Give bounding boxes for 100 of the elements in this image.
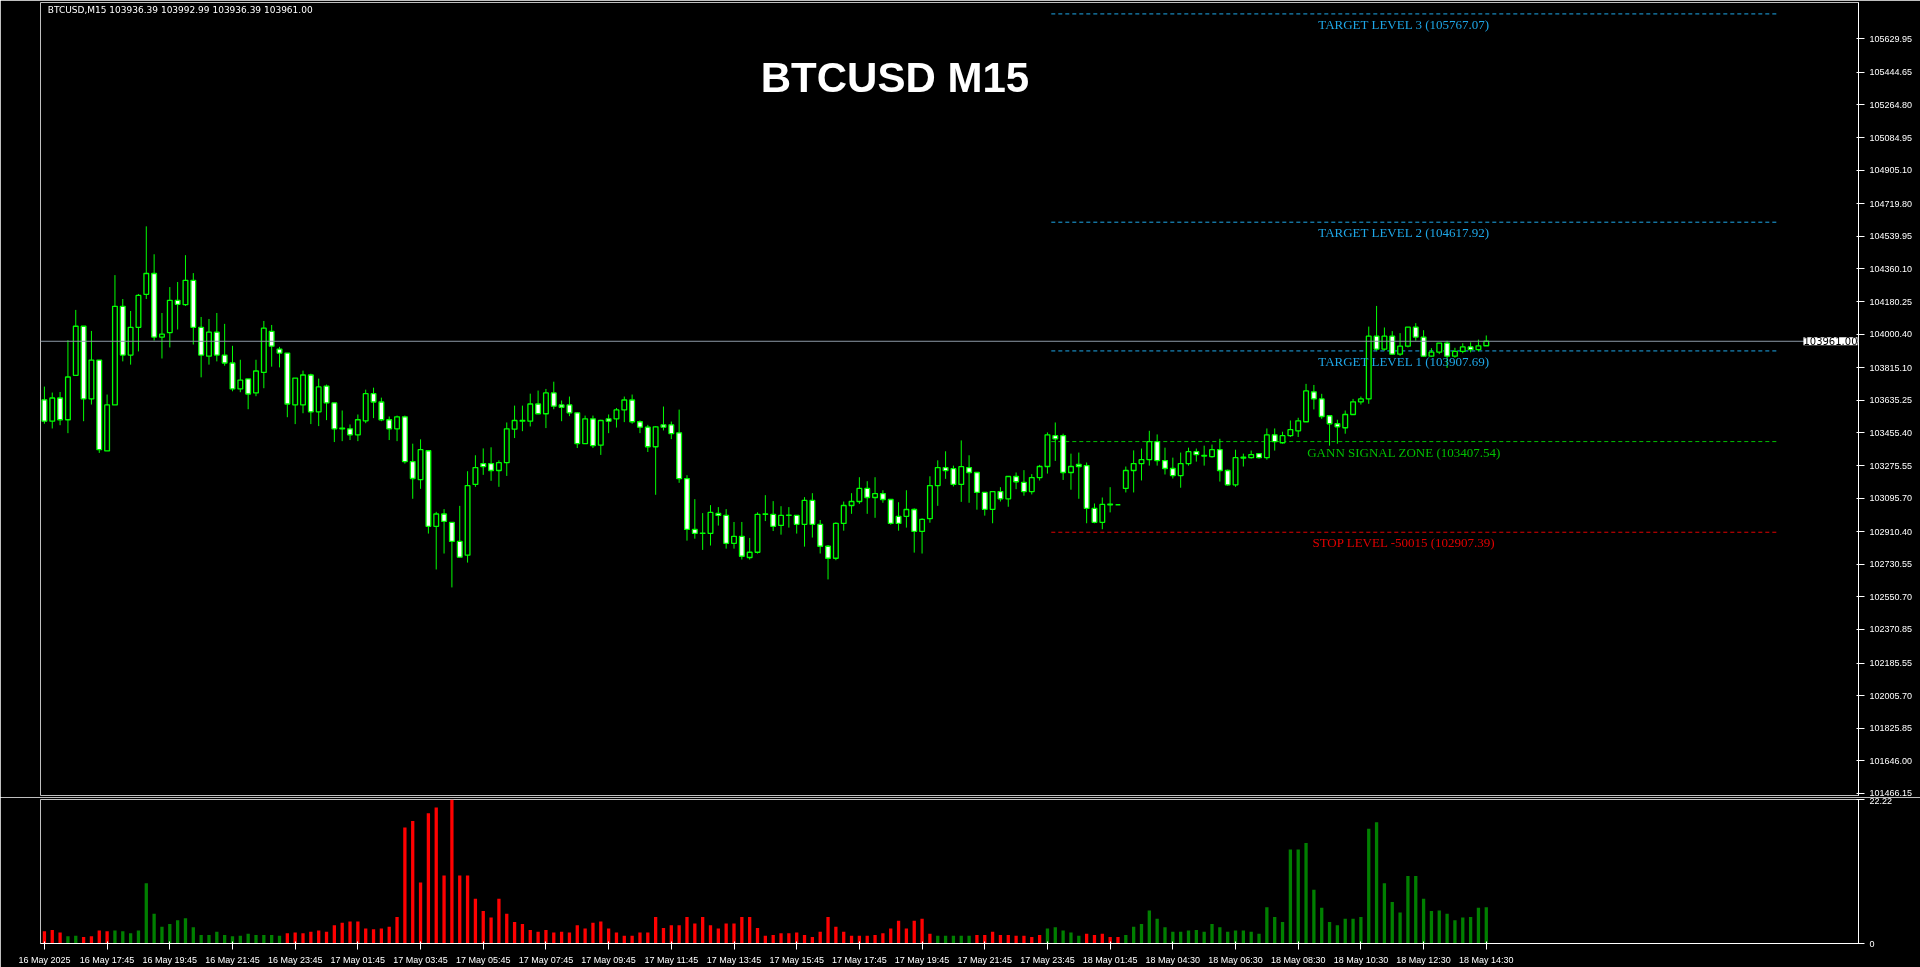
bar [301,933,305,944]
bar [748,916,752,944]
candlestick [378,397,385,422]
bar [1163,927,1167,944]
x-tick-label: 18 May 12:30 [1396,954,1451,965]
candlestick [879,489,886,504]
bar [552,932,556,944]
candlestick [973,471,980,511]
candlestick [495,459,502,488]
bar [1327,922,1332,944]
y-tick-label: 105629.95 [1869,33,1913,44]
bar [175,920,180,944]
bar [1437,910,1441,944]
candlestick [1020,469,1027,497]
bar [591,922,595,944]
bar [1453,920,1457,944]
candlestick [613,407,620,429]
candlestick [1397,332,1404,357]
bar [465,875,470,944]
bar [881,933,885,944]
bar [1414,876,1418,944]
candlestick [1067,453,1074,491]
bar [1218,927,1222,944]
candlestick [252,359,259,397]
candlestick [605,414,612,434]
bar [191,927,195,944]
bar [152,913,156,944]
bar [1108,937,1112,944]
bar [254,935,258,944]
candlestick [49,392,56,429]
candlestick [1326,415,1333,447]
candlestick [1107,486,1114,513]
candlestick [1099,497,1106,530]
candlestick [542,388,549,429]
bar [1061,930,1065,944]
candlestick [715,506,722,527]
candlestick [887,498,894,526]
candlestick [550,381,557,410]
bar [630,935,634,944]
bar [473,898,478,944]
candlestick [1154,433,1161,467]
y-tick-label: 103455.40 [1869,427,1913,438]
bar [724,923,728,944]
candlestick [1263,427,1270,461]
candlestick [354,414,361,442]
bar [708,925,713,944]
bar [1429,911,1434,944]
bar [544,929,548,944]
bar [1406,876,1410,944]
candlestick [1169,457,1176,479]
bar [332,925,336,944]
x-tick-label: 17 May 21:45 [957,954,1013,965]
x-tick-label: 18 May 14:30 [1459,954,1514,965]
y-tick-label: 104180.25 [1869,296,1913,307]
bar [1288,849,1293,944]
candlestick [1295,417,1302,438]
candlestick [339,410,346,442]
bar [1053,927,1057,944]
y-tick-label: 103275.55 [1869,460,1913,471]
y-tick-label: 105264.80 [1869,99,1913,110]
bar [567,932,572,944]
candlestick [958,439,965,503]
bar [575,925,579,944]
candlestick [1318,393,1325,420]
bar [442,875,446,944]
y-tick-label: 104360.10 [1869,263,1913,274]
bar [1116,937,1120,944]
candlestick [245,378,252,410]
x-tick-label: 17 May 01:45 [330,954,386,965]
x-tick-label: 18 May 01:45 [1082,954,1138,965]
candlestick [785,506,792,529]
y-tick-label: 104905.10 [1869,165,1913,176]
bar [1265,907,1269,944]
candlestick [778,505,785,536]
bar [450,799,454,944]
candlestick [323,384,330,421]
candlestick [707,504,714,547]
candlestick [691,498,698,540]
bar [536,931,540,944]
candlestick [1357,396,1364,406]
candlestick [1028,473,1035,495]
bar [928,933,932,944]
candlestick [872,476,879,519]
candlestick [966,454,973,504]
x-tick-label: 18 May 04:30 [1145,954,1201,965]
bar [873,935,877,944]
candlestick [636,419,643,434]
candlestick [276,346,283,368]
bar [1280,922,1285,944]
y-tick-label: 102005.70 [1869,690,1913,701]
bar [1476,907,1481,944]
y-tick-label: 101825.85 [1869,723,1913,734]
y-tick-label: 103635.25 [1869,395,1913,406]
ref-line-label: TARGET LEVEL 2 (104617.92) [1318,225,1490,241]
candlestick [158,312,165,359]
candlestick [535,390,542,415]
bar [787,933,791,944]
x-tick-label: 18 May 06:30 [1208,954,1263,965]
candlestick [1075,452,1082,500]
bar [105,931,109,944]
